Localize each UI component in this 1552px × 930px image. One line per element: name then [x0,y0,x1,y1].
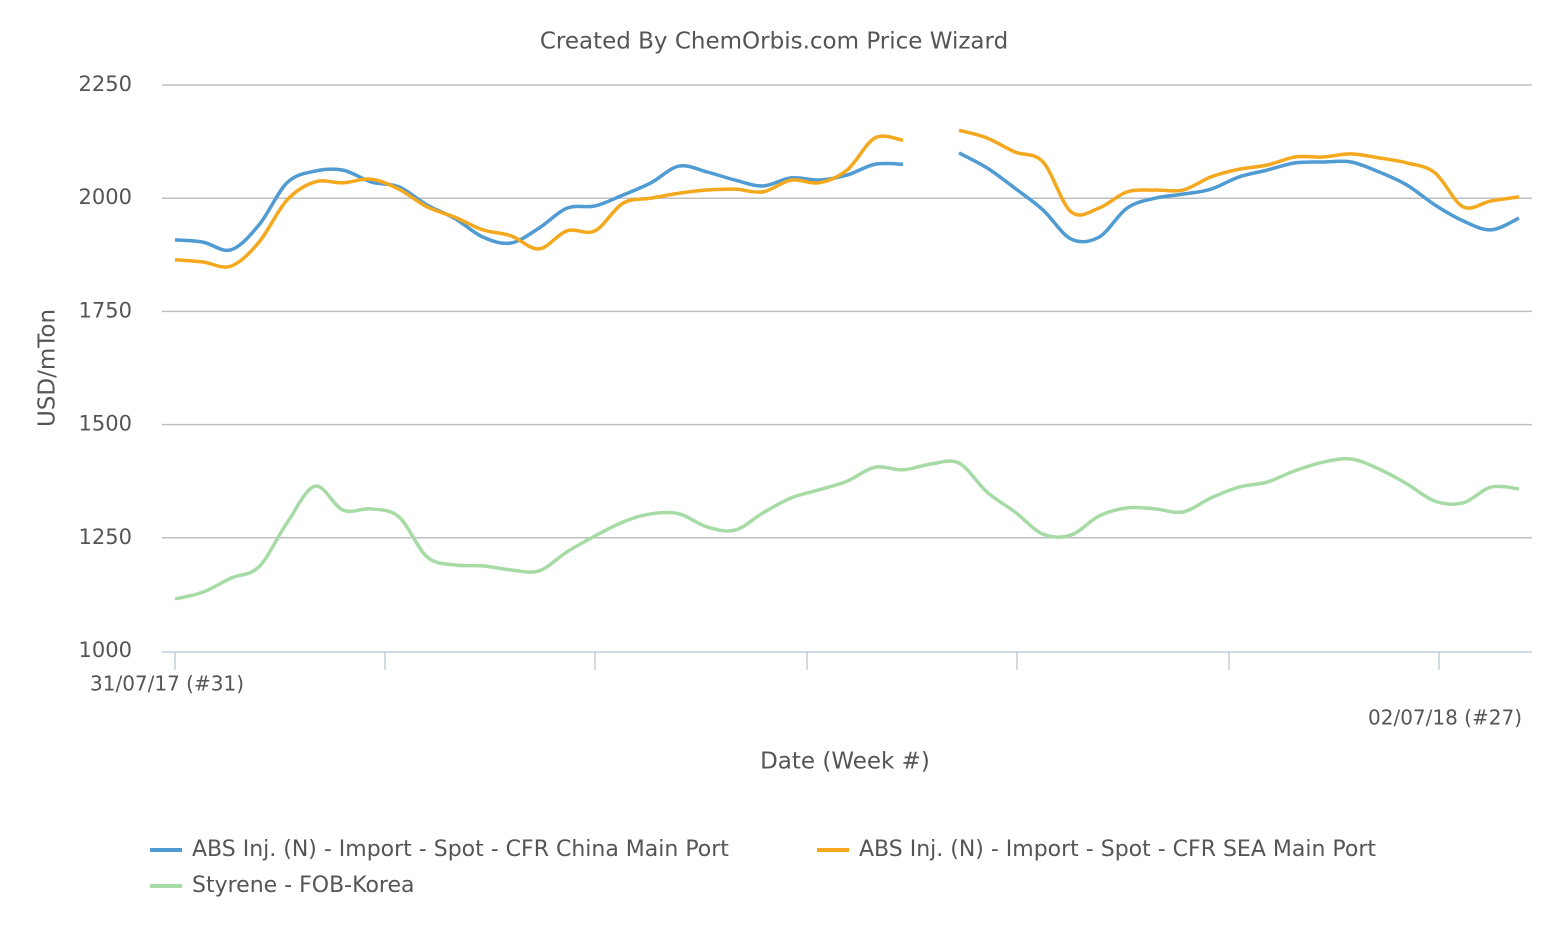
x-tick-label: 02/07/18 (#27) [1368,706,1522,730]
line [174,128,1520,269]
y-tick-label: 1750 [79,298,132,322]
y-tick-label: 1000 [79,638,132,662]
x-tick-label: 31/07/17 (#31) [90,672,244,696]
x-axis-label: Date (Week #) [760,749,930,775]
y-tick-label: 1250 [79,525,132,549]
legend-label: ABS Inj. (N) - Import - Spot - CFR China… [192,837,729,862]
y-tick-label: 1500 [79,412,132,436]
x-tick-marks [174,652,1440,670]
line [174,456,1520,601]
y-tick-label: 2000 [79,185,132,209]
line [174,151,1520,253]
y-axis-label: USD/mTon [35,309,61,427]
legend-label: ABS Inj. (N) - Import - Spot - CFR SEA M… [859,837,1376,862]
chart-title: Created By ChemOrbis.com Price Wizard [540,29,1008,55]
legend-label: Styrene - FOB-Korea [192,873,414,898]
y-tick-label: 2250 [79,72,132,96]
